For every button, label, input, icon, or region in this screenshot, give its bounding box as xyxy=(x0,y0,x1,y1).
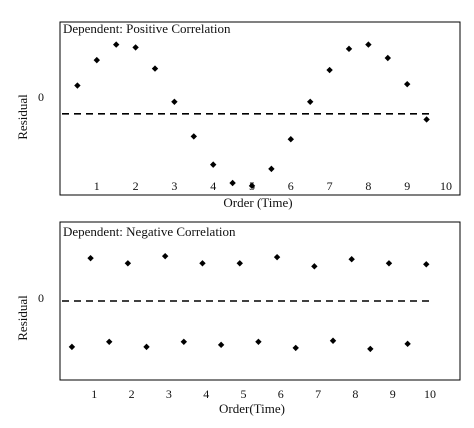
x-tick-label: 8 xyxy=(365,179,371,193)
data-points xyxy=(74,41,430,190)
data-point xyxy=(124,260,132,267)
data-point xyxy=(190,133,197,140)
data-point xyxy=(268,165,275,173)
data-point xyxy=(348,256,355,263)
data-point xyxy=(365,41,372,48)
x-tick-label: 3 xyxy=(171,179,177,193)
y-axis-label: Residual xyxy=(15,94,30,140)
x-tick-label: 7 xyxy=(315,387,321,401)
chart-title: Dependent: Positive Correlation xyxy=(63,21,231,36)
data-point xyxy=(404,340,411,348)
data-point xyxy=(180,338,188,345)
data-point xyxy=(113,41,120,48)
x-tick-label: 2 xyxy=(133,179,139,193)
chart-title: Dependent: Negative Correlation xyxy=(63,224,236,239)
data-point xyxy=(236,260,243,267)
data-point xyxy=(229,179,236,187)
data-point xyxy=(68,343,76,351)
y-tick-label-0: 0 xyxy=(38,90,44,104)
x-tick-label: 9 xyxy=(404,179,410,193)
data-point xyxy=(404,80,411,88)
data-point xyxy=(151,65,159,72)
x-tick-labels: 1 2 3 4 5 6 7 8 9 10 xyxy=(91,387,436,401)
x-tick-label: 5 xyxy=(241,387,247,401)
data-point xyxy=(287,136,294,143)
data-point xyxy=(132,44,139,51)
data-point xyxy=(143,343,150,351)
x-axis-label: Order(Time) xyxy=(219,401,285,416)
data-points xyxy=(68,252,430,353)
data-point xyxy=(87,254,94,262)
data-point xyxy=(385,260,393,267)
data-point xyxy=(292,344,299,352)
data-point xyxy=(329,337,337,344)
data-point xyxy=(210,161,217,168)
data-point xyxy=(307,98,314,105)
data-point xyxy=(273,253,281,261)
data-point xyxy=(255,338,262,345)
x-tick-label: 6 xyxy=(288,179,294,193)
x-axis-label: Order (Time) xyxy=(223,195,292,210)
plot-frame xyxy=(59,221,461,381)
x-tick-label: 1 xyxy=(94,179,100,193)
data-point xyxy=(161,252,169,260)
data-point xyxy=(171,98,178,105)
chart-negative-correlation: Dependent: Negative Correlation 0 Residu… xyxy=(15,221,461,416)
x-tick-label: 10 xyxy=(440,179,452,193)
data-point xyxy=(326,66,333,74)
data-point xyxy=(423,261,430,268)
y-tick-label-0: 0 xyxy=(38,291,44,305)
data-point xyxy=(199,260,206,267)
x-tick-label: 8 xyxy=(352,387,358,401)
x-tick-label: 10 xyxy=(424,387,436,401)
plot-frame xyxy=(59,21,461,196)
x-tick-label: 6 xyxy=(278,387,284,401)
x-tick-label: 4 xyxy=(210,179,216,193)
x-tick-label: 3 xyxy=(166,387,172,401)
data-point xyxy=(217,341,225,349)
data-point xyxy=(106,338,113,345)
data-point xyxy=(248,182,256,190)
chart-positive-correlation: Dependent: Positive Correlation 0 Residu… xyxy=(15,21,461,210)
x-tick-label: 1 xyxy=(91,387,97,401)
x-tick-label: 4 xyxy=(203,387,209,401)
data-point xyxy=(74,82,81,89)
data-point xyxy=(311,263,318,270)
data-point xyxy=(93,56,100,64)
data-point xyxy=(345,45,353,53)
x-tick-label: 9 xyxy=(390,387,396,401)
data-point xyxy=(367,345,374,353)
data-point xyxy=(384,54,391,62)
y-axis-label: Residual xyxy=(15,295,30,341)
x-tick-label: 2 xyxy=(129,387,135,401)
x-tick-label: 7 xyxy=(327,179,333,193)
data-point xyxy=(423,116,430,123)
